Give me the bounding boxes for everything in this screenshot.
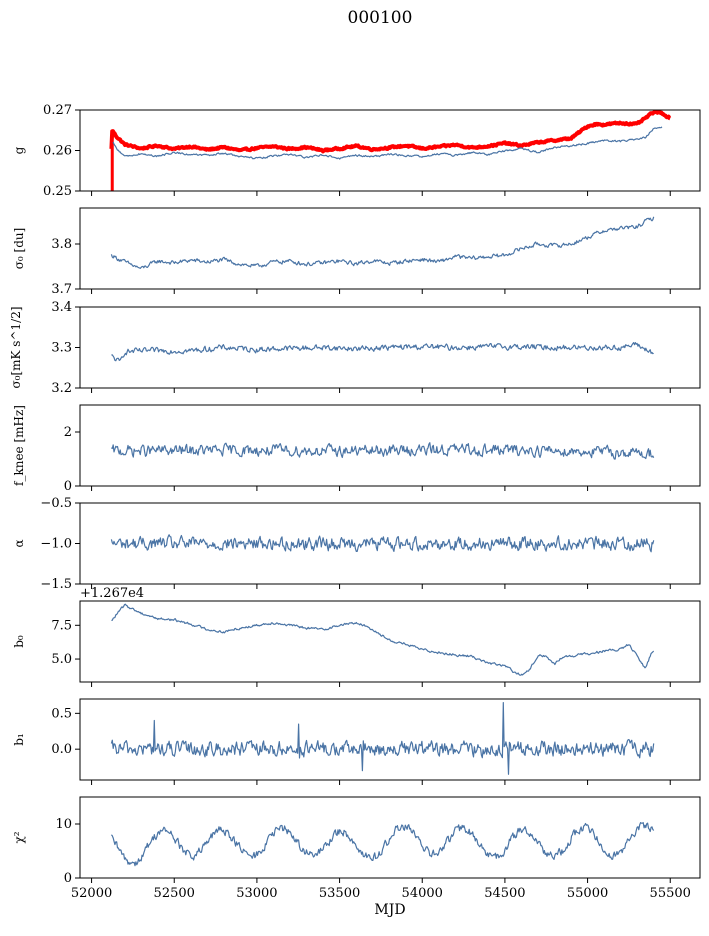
- x-tick-label: 54500: [484, 886, 525, 901]
- y-axis-label: α: [12, 539, 26, 547]
- x-tick-label: 53500: [319, 886, 360, 901]
- y-tick-label: 0.5: [51, 706, 72, 721]
- y-tick-label: 3.3: [51, 341, 72, 356]
- y-axis-label: σ₀[mK s^1/2]: [9, 306, 23, 388]
- series-line-8-1: [110, 822, 655, 867]
- panel-frame: [79, 698, 701, 781]
- panel-8: 0 10 52000 52500 53000 53500 54000 54500 55000 55…: [12, 796, 701, 918]
- x-tick-label: 53000: [236, 886, 277, 901]
- series-line-3-1: [111, 342, 654, 362]
- panel-frame: [79, 207, 701, 290]
- y-tick-label: 7.5: [51, 618, 72, 633]
- y-tick-label: 3.7: [51, 282, 72, 297]
- x-tick-label: 54000: [402, 886, 443, 901]
- series-line-2-1: [110, 216, 655, 269]
- panel-1: 0.25 0.26 0.27 g: [12, 103, 701, 199]
- panel-frame: [79, 600, 701, 683]
- panel-frame: [79, 404, 701, 487]
- y-tick-label: −1.0: [40, 537, 72, 552]
- panel-5: −1.5 −1.0 −0.5 α: [12, 496, 701, 592]
- x-tick-label: 52000: [71, 886, 112, 901]
- y-tick-label: −0.5: [40, 496, 72, 511]
- y-axis-label: g: [12, 146, 26, 154]
- x-axis-label: MJD: [374, 902, 405, 918]
- series-line-4-1: [111, 442, 655, 460]
- series-line-1-1: [109, 110, 672, 154]
- y-tick-label: 2: [64, 425, 72, 440]
- y-tick-label: 10: [55, 817, 72, 832]
- series-line-7-1: [110, 702, 655, 775]
- series-line-6-1: [111, 603, 655, 676]
- series-line-1-2: [112, 126, 663, 160]
- series-line-5-1: [110, 534, 655, 553]
- y-tick-label: 3.8: [51, 237, 72, 252]
- y-axis-label: b₀: [12, 635, 26, 648]
- y-tick-label: 0.0: [51, 742, 72, 757]
- y-tick-label: 0: [64, 871, 72, 886]
- y-offset-text: +1.267e4: [80, 586, 144, 601]
- y-tick-label: 3.4: [51, 300, 72, 315]
- y-tick-label: 0.27: [43, 103, 72, 118]
- y-tick-label: 5.0: [51, 652, 72, 667]
- y-axis-label: f_knee [mHz]: [12, 405, 26, 486]
- panel-frame: [79, 796, 701, 879]
- y-axis-label: χ²: [12, 831, 26, 843]
- x-tick-label: 55500: [650, 886, 691, 901]
- panel-6: 5.0 7.5 b₀ +1.267e4: [12, 586, 701, 687]
- figure-title: 000100: [348, 8, 413, 28]
- panel-4: 0 2 f_knee [mHz]: [12, 404, 701, 494]
- y-tick-label: 0.25: [43, 184, 72, 199]
- panel-3: 3.2 3.3 3.4 σ₀[mK s^1/2]: [9, 300, 701, 396]
- y-tick-label: 0: [64, 479, 72, 494]
- y-tick-label: 3.2: [51, 381, 72, 396]
- y-tick-label: 0.26: [43, 144, 72, 159]
- panel-7: 0.0 0.5 b₁: [12, 698, 701, 785]
- y-axis-label: σ₀ [du]: [12, 228, 26, 270]
- y-tick-label: −1.5: [40, 577, 72, 592]
- x-tick-label: 55000: [567, 886, 608, 901]
- panel-2: 3.7 3.8 σ₀ [du]: [12, 207, 701, 297]
- x-tick-label: 52500: [154, 886, 195, 901]
- y-axis-label: b₁: [12, 733, 26, 746]
